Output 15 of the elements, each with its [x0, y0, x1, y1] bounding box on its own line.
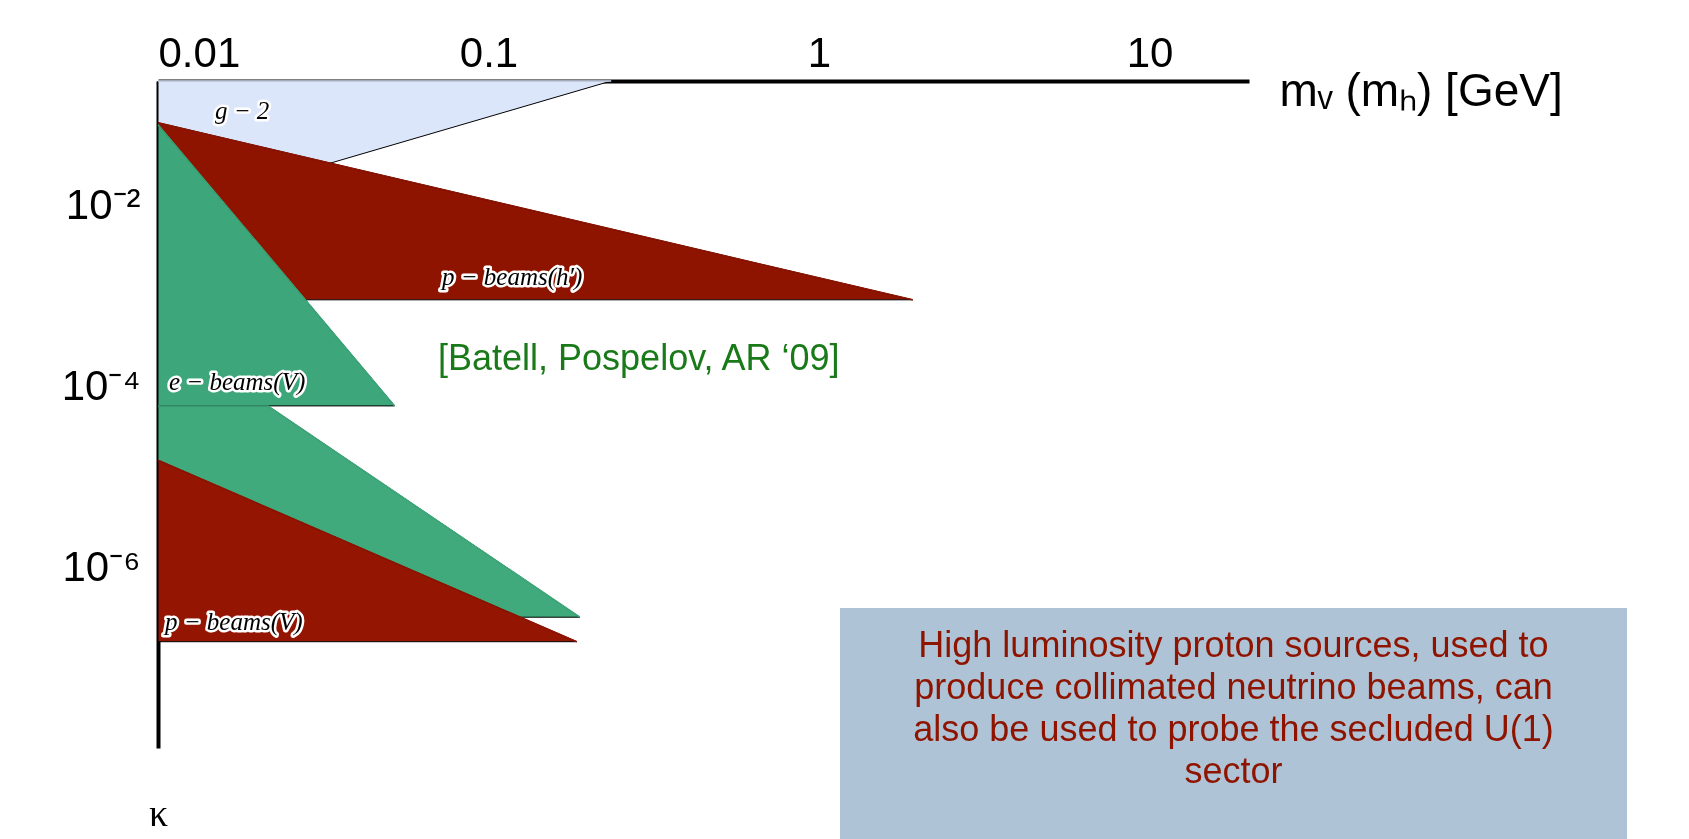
x-tick-label: 1 — [807, 28, 832, 76]
annotation: g − 2 — [215, 97, 270, 124]
annotation: [Batell, Pospelov, AR ‘09] — [438, 337, 840, 378]
note-box: High luminosity proton sources, used to produce collimated neutrino beams, can also be used to probe the secluded U(1) sector — [840, 608, 1627, 839]
y-tick-label: 10⁻⁴ — [61, 361, 141, 409]
y-tick-label: 10⁻² — [65, 181, 141, 229]
annotation: p − beams(V) — [163, 608, 303, 636]
x-tick-label: 0.1 — [459, 28, 519, 76]
x-axis-title: mᵥ (mₕ) [GeV] — [1279, 63, 1563, 116]
x-tick-label: 10 — [1126, 28, 1174, 76]
y-axis-title: κ — [148, 791, 169, 834]
y-tick-label: 10⁻⁶ — [62, 542, 141, 590]
annotation: e − beams(V) — [169, 368, 306, 396]
x-tick-label: 0.01 — [158, 28, 241, 76]
annotation: p − beams(h′) — [440, 263, 583, 291]
